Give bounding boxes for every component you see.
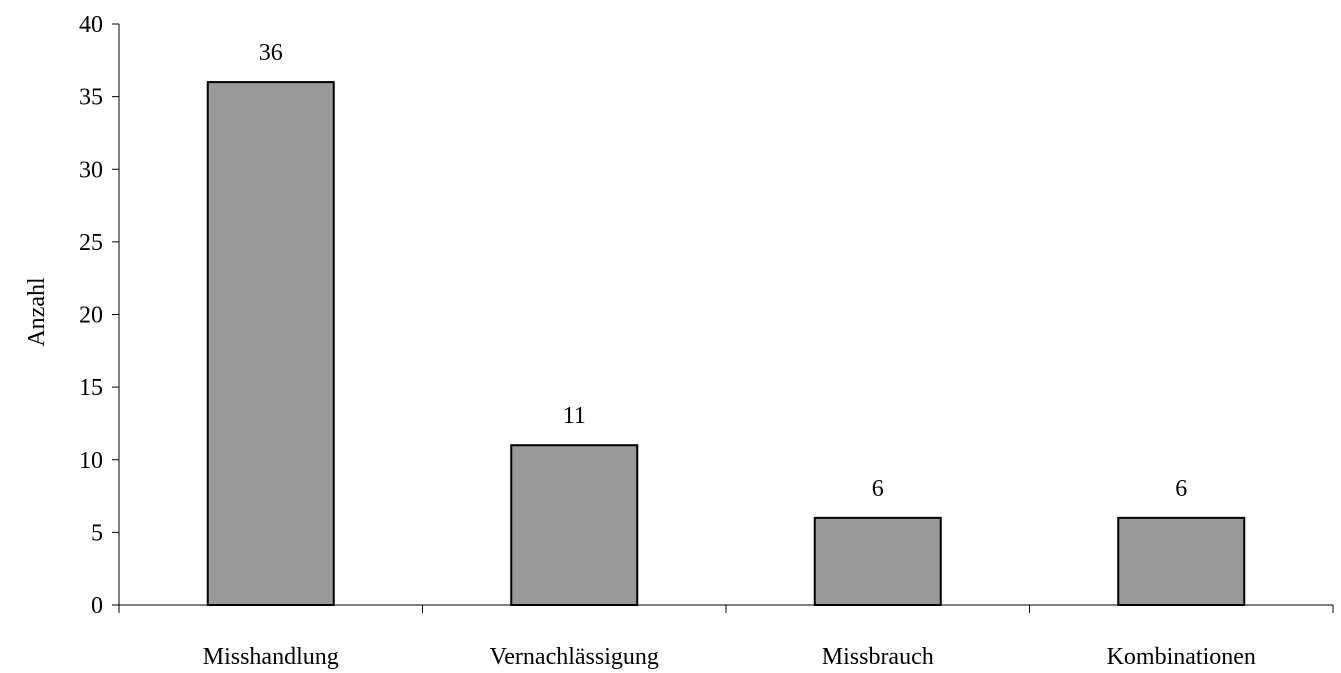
x-category-label: Vernachlässigung — [490, 644, 659, 670]
data-label: 11 — [563, 403, 586, 429]
y-axis-title: Anzahl — [24, 277, 50, 347]
bar-missbrauch — [813, 516, 942, 606]
bars — [206, 81, 1246, 607]
y-tick-label: 0 — [91, 593, 103, 619]
y-tick-label: 35 — [79, 85, 103, 111]
x-category-label: Misshandlung — [203, 644, 339, 670]
y-tick-label: 15 — [79, 375, 103, 401]
data-label: 6 — [1175, 476, 1187, 502]
x-category-label: Kombinationen — [1107, 644, 1256, 670]
y-tick-label: 5 — [91, 520, 103, 546]
y-tick-label: 20 — [79, 303, 103, 329]
y-tick-label: 40 — [79, 12, 103, 38]
bar-vernachlässigung — [510, 444, 639, 606]
bar-misshandlung — [206, 81, 335, 607]
y-tick-label: 10 — [79, 448, 103, 474]
labels: 0 5 10 15 20 25 30 35 40 36 Misshandlung 11 Vernachl… — [79, 12, 1256, 670]
bar-kombinationen — [1117, 516, 1246, 606]
y-tick-label: 25 — [79, 230, 103, 256]
data-label: 6 — [872, 476, 884, 502]
y-tick-label: 30 — [79, 157, 103, 183]
x-category-label: Missbrauch — [822, 644, 934, 670]
data-label: 36 — [259, 40, 283, 66]
